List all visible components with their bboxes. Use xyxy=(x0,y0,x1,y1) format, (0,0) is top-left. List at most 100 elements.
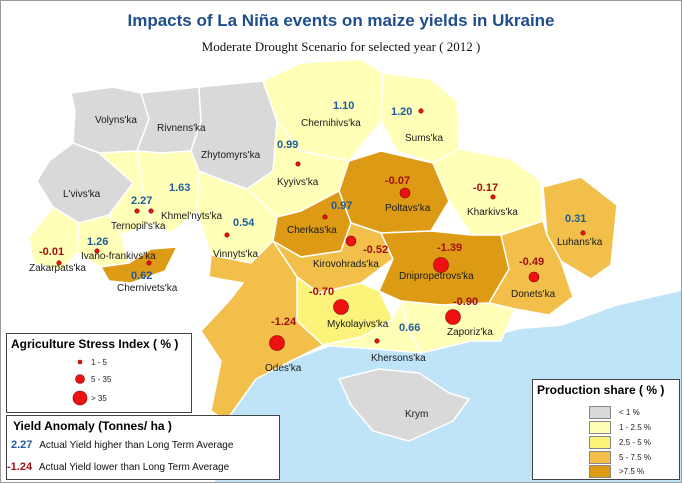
medium-dot-icon xyxy=(75,374,85,384)
value-chernihivska: 1.10 xyxy=(333,100,354,112)
stress-legend-item-low: 1 - 5 xyxy=(73,356,107,368)
stress-dot-cherkaska xyxy=(322,214,328,220)
label-krym: Krym xyxy=(405,409,428,420)
yield-legend-neg-value: -1.24 xyxy=(7,461,33,473)
label-donetska: Donets'ka xyxy=(511,289,556,300)
small-dot-icon xyxy=(77,359,83,365)
large-dot-icon xyxy=(72,390,88,406)
region-odeska[interactable] xyxy=(200,240,324,422)
stress-dot-sumska xyxy=(418,108,424,114)
stress-legend-item-high: > 35 xyxy=(71,389,107,407)
value-kyyivska: 0.99 xyxy=(277,139,298,151)
share-swatch-2 xyxy=(589,421,611,434)
region-sumska[interactable] xyxy=(380,72,460,164)
label-ivanofrankivska: Ivano-frankivs'ka xyxy=(81,251,156,262)
label-vinnytska: Vinnyts'ka xyxy=(213,249,259,260)
stress-dot-khmelnytska xyxy=(148,208,154,214)
value-vinnytska: 0.54 xyxy=(233,217,255,229)
label-kirovohradska: Kirovohrads'ka xyxy=(313,259,379,270)
label-kyyivska: Kyyivs'ka xyxy=(277,177,319,188)
stress-dot-dnipropetrovska xyxy=(433,257,449,273)
region-donetska[interactable] xyxy=(488,220,574,316)
share-swatch-4 xyxy=(589,451,611,464)
stress-dot-kirovohradska xyxy=(345,235,357,247)
stress-dot-odeska xyxy=(269,335,285,351)
value-ivanofrankivska: 1.26 xyxy=(87,236,108,248)
yield-legend-pos-text: Actual Yield higher than Long Term Avera… xyxy=(39,440,234,451)
map-title: Impacts of La Niña events on maize yield… xyxy=(127,11,555,30)
value-mykolayivska: -0.70 xyxy=(309,286,334,298)
region-chernivetska[interactable] xyxy=(100,246,178,284)
stress-dot-ternopilska xyxy=(134,208,140,214)
stress-legend-item-mid: 5 - 35 xyxy=(73,372,111,386)
stress-dot-khersonska xyxy=(374,338,380,344)
stress-legend-title: Agriculture Stress Index ( % ) xyxy=(11,337,179,351)
region-zakarpatska[interactable] xyxy=(28,206,80,272)
region-khersonska[interactable] xyxy=(322,300,422,354)
stress-dot-luhanska xyxy=(580,230,586,236)
value-khersonska: 0.66 xyxy=(399,322,420,334)
map-subtitle: Moderate Drought Scenario for selected y… xyxy=(201,39,481,54)
value-khmelnytska: 1.63 xyxy=(169,182,190,194)
share-legend-item-1: < 1 % xyxy=(589,406,640,419)
value-luhanska: 0.31 xyxy=(565,213,586,225)
stress-legend: Agriculture Stress Index ( % ) 1 - 5 5 -… xyxy=(6,333,192,413)
yield-legend-neg-row: -1.24 Actual Yield lower than Long Term … xyxy=(7,461,229,473)
share-legend-item-2: 1 - 2.5 % xyxy=(589,421,651,434)
stress-dot-mykolayivska xyxy=(333,299,349,315)
label-zhytomyrska: Zhytomyrs'ka xyxy=(201,150,261,161)
label-poltavska: Poltavs'ka xyxy=(385,203,431,214)
yield-legend: Yield Anomaly (Tonnes/ ha ) 2.27 Actual … xyxy=(6,415,280,480)
stress-dot-chernivetska xyxy=(146,260,152,266)
stress-dot-donetska xyxy=(528,271,540,283)
label-sumska: Sums'ka xyxy=(405,133,443,144)
share-swatch-3 xyxy=(589,436,611,449)
value-zaporizka: -0.90 xyxy=(453,296,478,308)
value-chernivetska: 0.62 xyxy=(131,270,152,282)
value-odeska: -1.24 xyxy=(271,316,297,328)
share-swatch-5 xyxy=(589,465,611,478)
label-cherkaska: Cherkas'ka xyxy=(287,225,337,236)
region-ternopilska[interactable] xyxy=(98,150,152,236)
value-kharkivska: -0.17 xyxy=(473,182,498,194)
label-chernihivska: Chernihivs'ka xyxy=(301,118,361,129)
label-dnipropetrovska: Dnipropetrovs'ka xyxy=(399,271,474,282)
label-lvivska: L'vivs'ka xyxy=(63,189,101,200)
value-donetska: -0.49 xyxy=(519,256,544,268)
value-sumska: 1.20 xyxy=(391,106,412,118)
value-ternopilska: 2.27 xyxy=(131,195,152,207)
yield-legend-pos-value: 2.27 xyxy=(11,439,33,451)
label-kharkivska: Kharkivs'ka xyxy=(467,207,518,218)
label-odeska: Odes'ka xyxy=(265,363,302,374)
share-legend: Production share ( % ) < 1 % 1 - 2.5 % 2… xyxy=(532,379,680,480)
value-zakarpatska: -0.01 xyxy=(39,246,64,258)
stress-dot-zakarpatska xyxy=(56,260,62,266)
label-volynska: Volyns'ka xyxy=(95,115,137,126)
label-ternopilska: Ternopil's'ka xyxy=(111,221,166,232)
share-legend-title: Production share ( % ) xyxy=(537,383,665,397)
stress-dot-kharkivska xyxy=(490,194,496,200)
share-legend-item-3: 2.5 - 5 % xyxy=(589,436,651,449)
stress-dot-vinnytska xyxy=(224,232,230,238)
stress-dot-zaporizka xyxy=(445,309,461,325)
label-khmelnytska: Khmel'nyts'ka xyxy=(161,211,223,222)
label-chernivetska: Chernivets'ka xyxy=(117,283,178,294)
label-luhanska: Luhans'ka xyxy=(557,237,603,248)
yield-legend-neg-text: Actual Yield lower than Long Term Averag… xyxy=(38,462,230,473)
label-zaporizka: Zaporiz'ka xyxy=(447,327,493,338)
value-poltavska: -0.07 xyxy=(385,175,410,187)
label-rivnenska: Rivnens'ka xyxy=(157,123,206,134)
region-krym[interactable] xyxy=(338,368,470,442)
label-zakarpatska: Zakarpats'ka xyxy=(29,263,86,274)
stress-dot-kyyivska xyxy=(295,161,301,167)
label-mykolayivska: Mykolayivs'ka xyxy=(327,319,389,330)
value-cherkaska: 0.97 xyxy=(331,200,352,212)
label-khersonska: Khersons'ka xyxy=(371,353,426,364)
yield-legend-title: Yield Anomaly (Tonnes/ ha ) xyxy=(13,419,172,433)
share-swatch-1 xyxy=(589,406,611,419)
share-legend-item-5: >7.5 % xyxy=(589,465,644,478)
value-kirovohradska: -0.52 xyxy=(363,244,388,256)
value-dnipropetrovska: -1.39 xyxy=(437,242,462,254)
stress-dot-poltavska xyxy=(399,187,411,199)
